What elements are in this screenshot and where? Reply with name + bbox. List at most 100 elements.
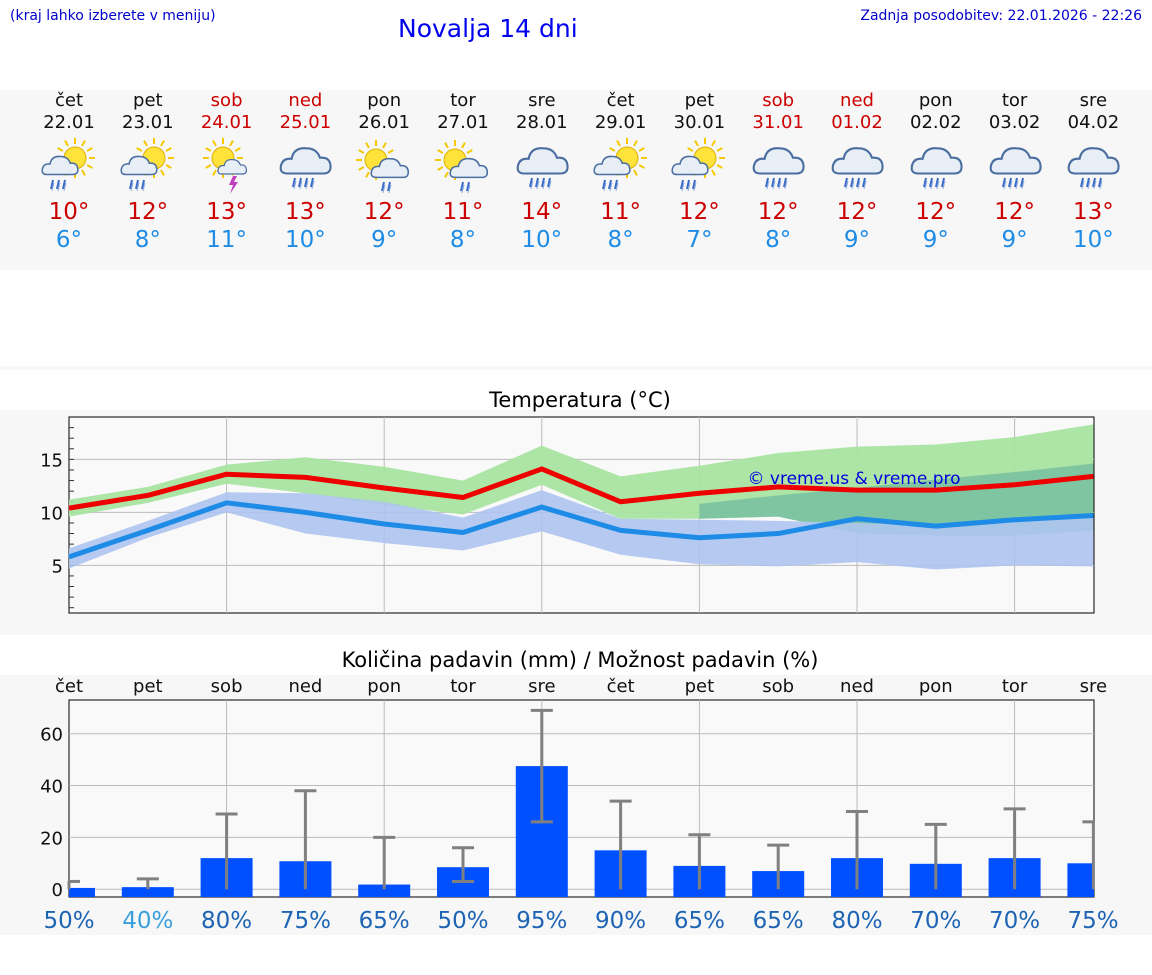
precip-probability: 75%	[1067, 908, 1118, 934]
day-label: sre	[1080, 676, 1107, 697]
day-date: 28.01	[516, 112, 568, 133]
day-column: čet 22.01 10° 6°	[30, 90, 108, 254]
precip-probability: 75%	[280, 908, 331, 934]
max-temp: 11°	[600, 199, 641, 225]
watermark: © vreme.us & vreme.pro	[747, 469, 960, 489]
sun-cloud-rain-icon	[671, 138, 726, 192]
min-temp: 9°	[843, 227, 871, 253]
temperature-chart-title: Temperatura (°C)	[489, 388, 671, 412]
cloud-rain-icon	[280, 147, 333, 190]
day-label: pon	[919, 676, 953, 697]
max-temp-band-core	[699, 463, 1094, 536]
max-temp: 12°	[363, 199, 405, 225]
day-column: sre 04.02 13° 10°	[1054, 90, 1132, 254]
day-column: sob 24.01 13° 11°	[188, 90, 266, 254]
y-tick-label: 5	[52, 556, 63, 577]
y-tick-label: 0	[52, 880, 63, 901]
day-column: pet 23.01 12° 8°	[109, 90, 187, 254]
y-tick-label: 20	[40, 828, 63, 849]
sun-cloud-thunder-icon	[202, 138, 247, 194]
day-name: tor	[450, 90, 476, 111]
sun-cloud-rain-icon	[120, 138, 174, 192]
day-date: 30.01	[673, 112, 726, 133]
max-temp: 13°	[285, 199, 326, 225]
sun-cloud-light-rain-icon	[356, 140, 410, 194]
y-tick-label: 40	[40, 777, 63, 798]
day-column: tor 03.02 12° 9°	[976, 90, 1054, 254]
cloud-rain-icon	[910, 147, 963, 190]
day-name: ned	[288, 90, 323, 111]
max-temp: 12°	[915, 199, 957, 225]
day-date: 23.01	[122, 112, 174, 133]
sun-cloud-rain-icon	[593, 138, 647, 192]
day-column: čet 29.01 11° 8°	[582, 90, 660, 254]
max-temp: 12°	[679, 199, 720, 225]
max-temp: 11°	[442, 199, 484, 225]
cloud-rain-icon	[1068, 147, 1121, 190]
max-temp: 12°	[994, 199, 1035, 225]
precip-probability: 65%	[753, 908, 804, 934]
precip-probability: 80%	[831, 908, 882, 934]
cloud-rain-icon	[752, 147, 805, 190]
day-label: ned	[288, 676, 322, 697]
min-temp: 9°	[371, 227, 398, 253]
forecast-band	[0, 90, 1152, 270]
day-name: pon	[367, 90, 402, 111]
day-date: 24.01	[200, 112, 253, 133]
day-name: tor	[1001, 90, 1028, 111]
day-name: sre	[528, 90, 556, 111]
min-temp-band	[69, 490, 1094, 570]
day-column: ned 01.02 12° 9°	[818, 90, 896, 254]
day-label: sre	[528, 676, 555, 697]
precipitation-chart: čet pet sob ned pon tor sre čet pet sob ned pon tor s…	[40, 676, 1118, 934]
location-hint[interactable]: (kraj lahko izberete v meniju)	[10, 8, 216, 24]
day-name: pet	[684, 90, 715, 111]
day-date: 27.01	[437, 112, 489, 133]
day-label: ned	[840, 676, 874, 697]
day-date: 25.01	[279, 112, 332, 133]
min-temp: 8°	[134, 227, 161, 253]
day-name: sob	[762, 90, 795, 111]
max-temp: 12°	[127, 199, 169, 225]
min-temp: 7°	[686, 227, 713, 253]
day-name: čet	[606, 90, 635, 111]
day-label: pet	[685, 676, 715, 697]
max-temp: 10°	[48, 199, 90, 225]
precip-probability: 70%	[910, 908, 961, 934]
y-tick-label: 15	[40, 450, 63, 471]
day-date: 26.01	[358, 112, 410, 133]
day-date: 31.01	[752, 112, 804, 133]
day-label: sob	[211, 676, 243, 697]
page-title: Novalja 14 dni	[398, 14, 578, 43]
cloud-rain-icon	[831, 147, 884, 190]
day-date: 04.02	[1067, 112, 1120, 133]
min-temp: 8°	[607, 227, 634, 253]
cloud-rain-icon	[989, 147, 1042, 190]
max-temp: 14°	[521, 199, 563, 225]
day-column: sre 28.01 14° 10°	[503, 90, 581, 254]
min-temp: 8°	[449, 227, 477, 253]
day-column: tor 27.01 11° 8°	[424, 90, 502, 254]
precip-probability: 40%	[122, 908, 173, 934]
day-name: ned	[840, 90, 874, 111]
precip-chart-title: Količina padavin (mm) / Možnost padavin …	[341, 648, 819, 672]
precip-probability: 90%	[595, 908, 646, 934]
precip-bar	[121, 887, 174, 897]
min-temp: 11°	[206, 227, 247, 253]
max-temp-line	[68, 466, 1094, 511]
day-column: pon 02.02 12° 9°	[897, 90, 975, 254]
day-label: sob	[762, 676, 794, 697]
min-temp: 10°	[521, 227, 563, 253]
max-temp: 13°	[206, 199, 247, 225]
cloud-rain-icon	[516, 147, 569, 190]
day-name: čet	[54, 90, 84, 111]
max-temp: 13°	[1073, 199, 1114, 225]
precip-probability: 65%	[359, 908, 410, 934]
precip-probability: 50%	[437, 908, 488, 934]
precip-probability: 65%	[674, 908, 725, 934]
day-label: pon	[367, 676, 401, 697]
day-name: pet	[133, 90, 163, 111]
day-name: sre	[1079, 90, 1108, 111]
min-temp: 10°	[1073, 227, 1114, 253]
min-temp: 9°	[1001, 227, 1028, 253]
